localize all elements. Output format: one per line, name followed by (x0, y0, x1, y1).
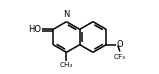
Text: CH₃: CH₃ (60, 62, 73, 68)
Text: HO: HO (28, 25, 41, 34)
Text: CF₃: CF₃ (114, 54, 126, 60)
Text: O: O (117, 40, 123, 49)
Text: N: N (63, 10, 70, 19)
